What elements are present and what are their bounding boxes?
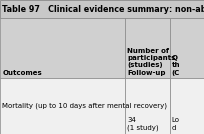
Bar bbox=[170, 78, 204, 134]
Text: Table 97   Clinical evidence summary: non-absorbable disac: Table 97 Clinical evidence summary: non-… bbox=[2, 5, 204, 14]
Text: Number of
participants
(studies)
Follow-up: Number of participants (studies) Follow-… bbox=[127, 48, 175, 76]
Text: Q
th
(C: Q th (C bbox=[172, 55, 180, 76]
Bar bbox=[0, 78, 125, 134]
Text: Lo
d: Lo d bbox=[172, 117, 180, 131]
Bar bbox=[170, 18, 204, 78]
Text: Mortality (up to 10 days after mental recovery): Mortality (up to 10 days after mental re… bbox=[2, 103, 167, 109]
Bar bbox=[125, 78, 170, 134]
Bar bbox=[0, 18, 125, 78]
Bar bbox=[125, 18, 170, 78]
Text: Outcomes: Outcomes bbox=[2, 70, 42, 76]
Text: 34
(1 study): 34 (1 study) bbox=[127, 117, 159, 131]
Bar bbox=[0, 0, 204, 18]
